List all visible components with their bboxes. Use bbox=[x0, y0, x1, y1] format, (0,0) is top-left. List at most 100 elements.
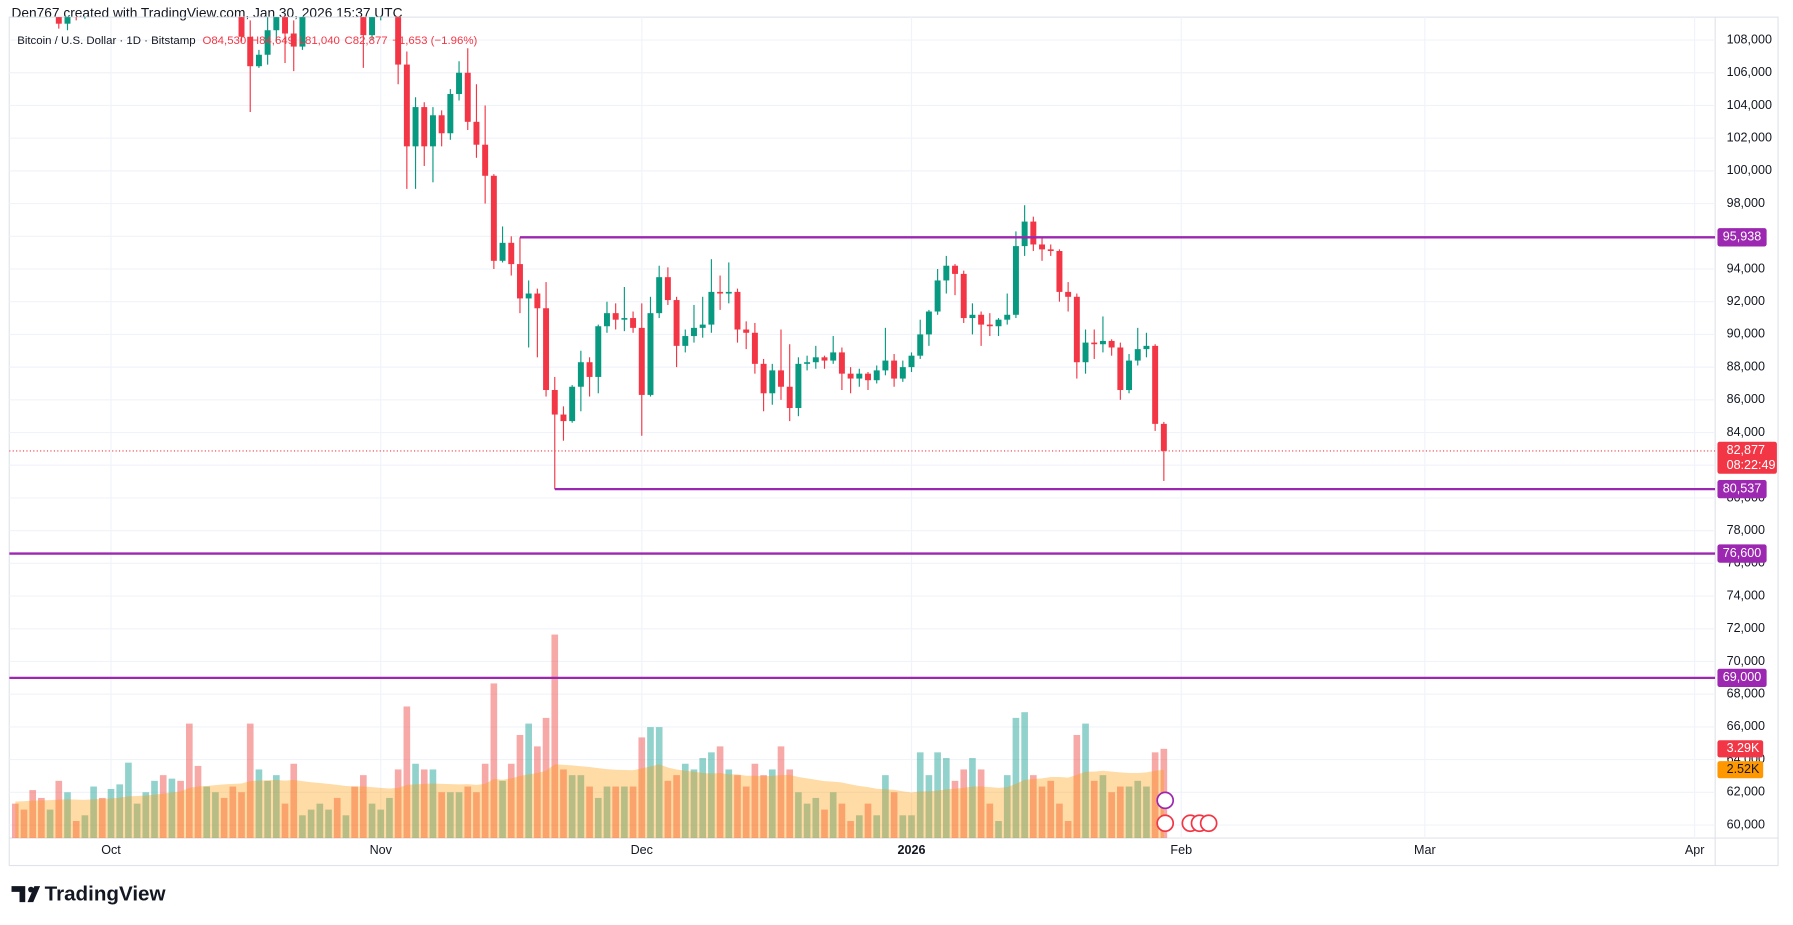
candle-body bbox=[1099, 340, 1106, 345]
volume-bar bbox=[838, 803, 846, 839]
candle-body bbox=[952, 265, 958, 274]
volume-bar bbox=[316, 803, 324, 839]
ohlc-low: L81,040 bbox=[299, 35, 340, 47]
symbol-legend: Bitcoin / U.S. Dollar · 1D · Bitstamp O84… bbox=[17, 35, 477, 47]
candle-body bbox=[1021, 221, 1028, 247]
volume-bar bbox=[377, 809, 385, 839]
candle-body bbox=[55, 17, 62, 24]
event-icon[interactable] bbox=[1156, 791, 1175, 810]
last-price-box bbox=[1717, 441, 1777, 474]
volume-bar bbox=[725, 769, 733, 839]
event-icon[interactable] bbox=[1156, 814, 1175, 833]
candle-body bbox=[882, 360, 889, 371]
level-label-box bbox=[1717, 668, 1767, 687]
volume-bar bbox=[847, 821, 854, 839]
volume-bar bbox=[681, 763, 689, 839]
volume-bar bbox=[821, 809, 828, 839]
candle-body bbox=[299, 17, 306, 47]
candle-body bbox=[786, 386, 793, 409]
level-label-box bbox=[1717, 480, 1767, 499]
y-tick-label: 102,000 bbox=[1727, 130, 1772, 144]
volume-bar bbox=[516, 734, 524, 839]
volume-bar bbox=[1064, 821, 1072, 839]
volume-bar bbox=[342, 815, 350, 839]
candle-body bbox=[482, 144, 489, 176]
candle-body bbox=[255, 54, 262, 67]
volume-label: 3.29K bbox=[1727, 741, 1760, 755]
volume-bar bbox=[1117, 786, 1124, 839]
last-price-label: 82,877 bbox=[1727, 443, 1765, 457]
volume-bar bbox=[1021, 712, 1028, 839]
candle-body bbox=[778, 370, 784, 387]
candle-body bbox=[508, 242, 515, 265]
candle-body bbox=[1012, 246, 1019, 315]
volume-bar bbox=[882, 775, 889, 839]
candle-body bbox=[360, 17, 367, 36]
candle-body bbox=[960, 273, 967, 319]
volume-bar bbox=[81, 815, 89, 839]
volume-bar bbox=[577, 775, 585, 839]
candle-body bbox=[725, 291, 732, 294]
volume-bar bbox=[507, 763, 515, 839]
candle-body bbox=[1004, 314, 1011, 320]
volume-bar bbox=[986, 803, 994, 839]
y-tick-label: 60,000 bbox=[1727, 817, 1765, 831]
logo-text: TradingView bbox=[45, 883, 167, 906]
volume-bar bbox=[751, 763, 759, 839]
volume-bar bbox=[412, 763, 419, 839]
volume-bar bbox=[1134, 780, 1142, 839]
y-tick-label: 62,000 bbox=[1727, 785, 1765, 799]
candle-body bbox=[1082, 342, 1089, 363]
volume-bar bbox=[98, 797, 106, 839]
volume-bar bbox=[1143, 786, 1150, 839]
candle-body bbox=[856, 373, 863, 379]
volume-bar bbox=[299, 815, 306, 839]
y-tick-label: 90,000 bbox=[1727, 327, 1765, 341]
volume-bar bbox=[1047, 780, 1055, 839]
volume-bar bbox=[325, 809, 332, 839]
candle-body bbox=[490, 175, 497, 261]
volume-bar bbox=[151, 780, 158, 839]
volume-bar bbox=[168, 778, 176, 839]
candle-body bbox=[1117, 347, 1124, 391]
candle-body bbox=[647, 313, 654, 395]
candle-body bbox=[412, 107, 419, 147]
event-icon[interactable] bbox=[1199, 814, 1218, 833]
volume-bar bbox=[281, 803, 289, 839]
volume-bar bbox=[229, 786, 237, 839]
candle-body bbox=[525, 293, 532, 299]
candle-body bbox=[595, 326, 602, 377]
candle-body bbox=[395, 17, 402, 65]
volume-bar bbox=[786, 769, 794, 839]
volume-bar bbox=[255, 769, 263, 839]
x-tick-label: Oct bbox=[101, 843, 121, 857]
volume-bar bbox=[273, 775, 280, 839]
volume-bar bbox=[795, 792, 802, 839]
candle-body bbox=[473, 121, 480, 145]
y-tick-label: 78,000 bbox=[1727, 523, 1765, 537]
volume-bar bbox=[960, 769, 968, 839]
volume-bar bbox=[699, 758, 707, 839]
volume-bar bbox=[177, 780, 184, 839]
volume-bar bbox=[568, 775, 576, 839]
candle-body bbox=[978, 314, 985, 325]
volume-bar bbox=[1082, 723, 1089, 839]
volume-bar bbox=[1125, 786, 1133, 839]
candle-body bbox=[464, 72, 471, 122]
candle-body bbox=[1160, 423, 1167, 451]
x-tick-label: Nov bbox=[370, 843, 393, 857]
volume-bar bbox=[72, 821, 80, 839]
volume-bar bbox=[116, 784, 124, 839]
volume-bar bbox=[499, 780, 506, 839]
volume-bar bbox=[420, 769, 428, 839]
volume-bar bbox=[638, 737, 646, 839]
candle-body bbox=[986, 324, 993, 327]
candle-body bbox=[403, 64, 410, 147]
volume-bar bbox=[307, 809, 315, 839]
volume-bar bbox=[708, 752, 715, 839]
countdown: 08:22:49 bbox=[1727, 458, 1776, 472]
volume-bar bbox=[1073, 734, 1081, 839]
x-tick-label: Apr bbox=[1685, 843, 1705, 857]
